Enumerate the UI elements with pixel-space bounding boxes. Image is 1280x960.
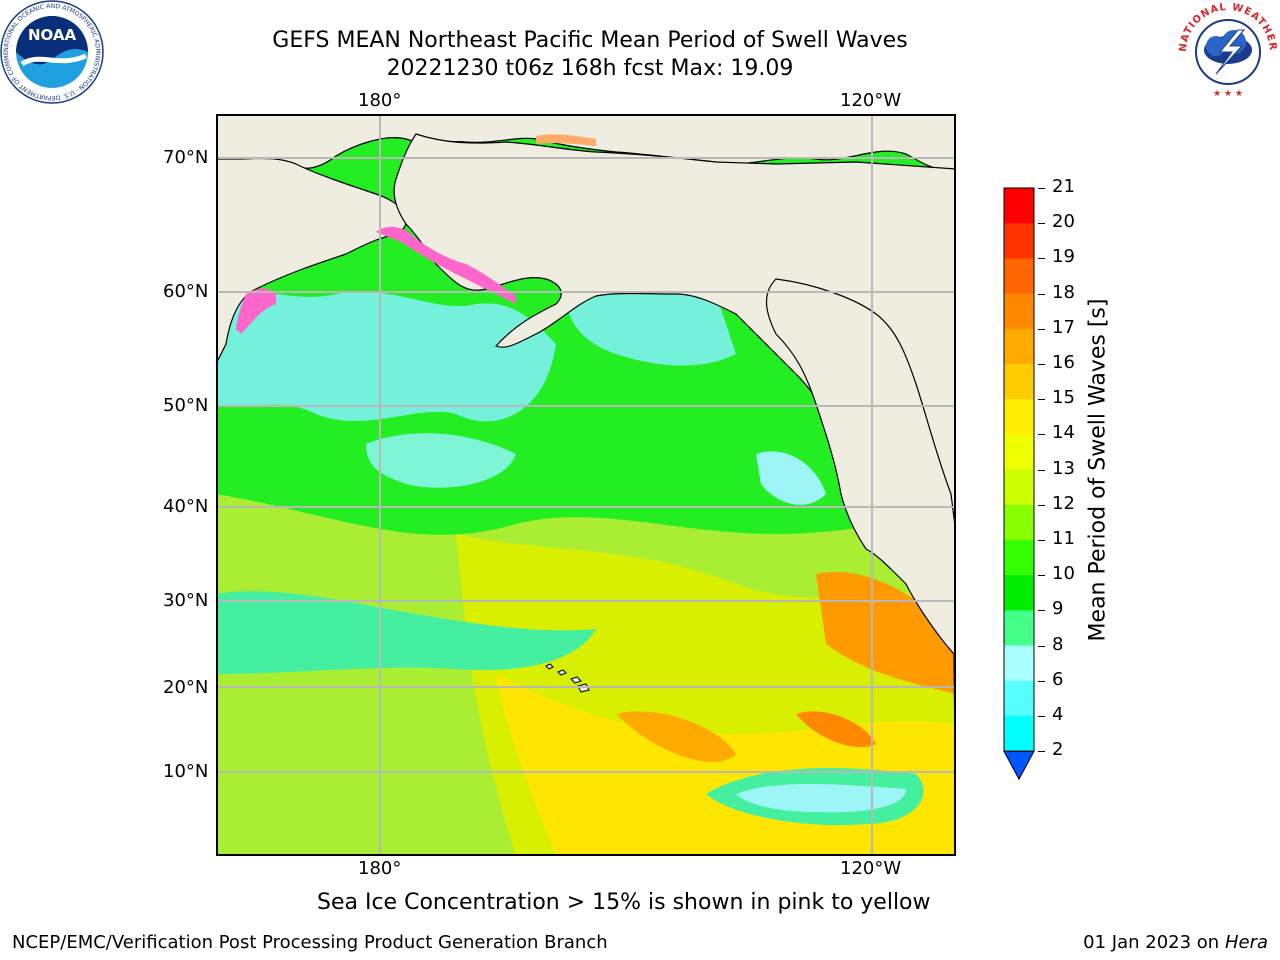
- colorbar-tick-label: 6: [1052, 668, 1064, 690]
- period-band-17a: [816, 572, 956, 694]
- colorbar: [1003, 187, 1035, 781]
- colorbar-tick-mark: [1038, 188, 1045, 189]
- colorbar-tick-label: 20: [1052, 211, 1075, 233]
- colorbar-segment: [1004, 469, 1034, 506]
- nws-logo: NATIONAL WEATHER SERVICE ★ ★ ★: [1176, 0, 1278, 102]
- colorbar-segment: [1004, 680, 1034, 717]
- footer-credit: NCEP/EMC/Verification Post Processing Pr…: [12, 932, 608, 953]
- lon-label-top-180: 180°: [358, 90, 402, 111]
- colorbar-tick-label: 15: [1052, 387, 1075, 409]
- footer-machine: Hera: [1224, 932, 1268, 953]
- lat-label-30n: 30°N: [163, 590, 209, 611]
- map-panel: [216, 114, 956, 856]
- colorbar-tick-label: 13: [1052, 457, 1075, 479]
- colorbar-tick-mark: [1038, 575, 1045, 577]
- noaa-logo: NATIONAL OCEANIC AND ATMOSPHERIC ADMINIS…: [0, 0, 104, 104]
- period-band-9: [216, 591, 596, 674]
- colorbar-tick-mark: [1038, 258, 1045, 260]
- colorbar-tick-mark: [1038, 223, 1045, 225]
- colorbar-tick-mark: [1038, 610, 1045, 612]
- sea-ice-bering: [376, 226, 516, 304]
- lon-label-bottom-180: 180°: [358, 858, 402, 879]
- land-alaska: [393, 133, 956, 535]
- colorbar-segment: [1004, 364, 1034, 400]
- colorbar-tick-label: 10: [1052, 563, 1075, 585]
- colorbar-tick-label: 14: [1052, 422, 1075, 444]
- period-patch-8e: [736, 784, 906, 813]
- colorbar-extend-arrow: [1003, 750, 1035, 781]
- colorbar-segment: [1004, 434, 1034, 471]
- colorbar-tick-label: 4: [1052, 704, 1064, 725]
- lon-label-bottom-120w: 120°W: [840, 858, 902, 879]
- colorbar-segment: [1004, 258, 1034, 295]
- colorbar-frame: [1003, 187, 1035, 752]
- colorbar-tick-mark: [1038, 293, 1045, 295]
- period-band-17b: [796, 711, 876, 748]
- colorbar-tick-label: 9: [1052, 598, 1064, 620]
- colorbar-segment: [1004, 328, 1034, 365]
- graticule: [216, 114, 956, 856]
- footer-date-text: 01 Jan 2023 on: [1083, 932, 1225, 953]
- period-patch-8b: [566, 290, 736, 366]
- colorbar-tick-label: 11: [1052, 528, 1075, 549]
- colorbar-segment: [1004, 399, 1034, 435]
- colorbar-tick-label: 18: [1052, 281, 1075, 303]
- chart-title-line1: GEFS MEAN Northeast Pacific Mean Period …: [272, 28, 908, 53]
- colorbar-segment: [1004, 188, 1034, 224]
- colorbar-segment: [1004, 610, 1034, 647]
- colorbar-tick-label: 19: [1052, 246, 1075, 268]
- lat-label-60n: 60°N: [163, 281, 209, 302]
- lat-label-10n: 10°N: [163, 761, 209, 782]
- colorbar-tick-label: 12: [1052, 492, 1075, 514]
- colorbar-tick-mark: [1038, 540, 1045, 541]
- colorbar-tick-label: 8: [1052, 633, 1064, 655]
- colorbar-label: Mean Period of Swell Waves [s]: [1085, 298, 1111, 642]
- colorbar-segment: [1004, 504, 1034, 541]
- colorbar-segment: [1004, 716, 1034, 752]
- lat-label-20n: 20°N: [163, 677, 209, 698]
- lat-label-70n: 70°N: [163, 147, 209, 168]
- colorbar-segment: [1004, 540, 1034, 576]
- svg-text:★ ★ ★: ★ ★ ★: [1213, 89, 1243, 99]
- lon-label-top-120w: 120°W: [840, 90, 902, 111]
- colorbar-tick-mark: [1038, 751, 1045, 753]
- period-band-16: [616, 711, 736, 762]
- colorbar-tick-mark: [1038, 504, 1045, 506]
- map-frame: [216, 114, 956, 856]
- colorbar-tick-label: 2: [1052, 739, 1064, 761]
- period-patch-8c: [366, 433, 516, 488]
- colorbar-tick-mark: [1038, 645, 1045, 647]
- colorbar-tick-label: 16: [1052, 352, 1075, 373]
- chart-title-line2: 20221230 t06z 168h fcst Max: 19.09: [386, 56, 794, 81]
- colorbar-tick-mark: [1038, 399, 1045, 401]
- colorbar-segment: [1004, 645, 1034, 682]
- colorbar-tick-mark: [1038, 469, 1045, 471]
- period-patch-8a: [216, 291, 556, 422]
- colorbar-tick-label: 17: [1052, 316, 1075, 338]
- land-north-america: [765, 278, 956, 855]
- colorbar-tick-mark: [1038, 364, 1045, 365]
- sea-ice-note: Sea Ice Concentration > 15% is shown in …: [317, 890, 931, 915]
- period-patch-8d: [756, 451, 826, 505]
- svg-text:NOAA: NOAA: [28, 26, 77, 44]
- footer-date: 01 Jan 2023 on Hera: [1083, 932, 1268, 953]
- colorbar-segment: [1004, 293, 1034, 330]
- colorbar-segment: [1004, 223, 1034, 259]
- colorbar-tick-label: 21: [1052, 176, 1075, 197]
- lat-label-40n: 40°N: [163, 496, 209, 517]
- colorbar-tick-mark: [1038, 328, 1045, 330]
- colorbar-tick-mark: [1038, 716, 1045, 717]
- lat-label-50n: 50°N: [163, 395, 209, 416]
- colorbar-tick-mark: [1038, 680, 1045, 682]
- colorbar-segment: [1004, 575, 1034, 611]
- sea-ice-chukotka: [236, 288, 276, 334]
- sea-ice-arctic: [536, 134, 596, 146]
- colorbar-tick-mark: [1038, 434, 1045, 436]
- land-hawaii: [545, 663, 590, 693]
